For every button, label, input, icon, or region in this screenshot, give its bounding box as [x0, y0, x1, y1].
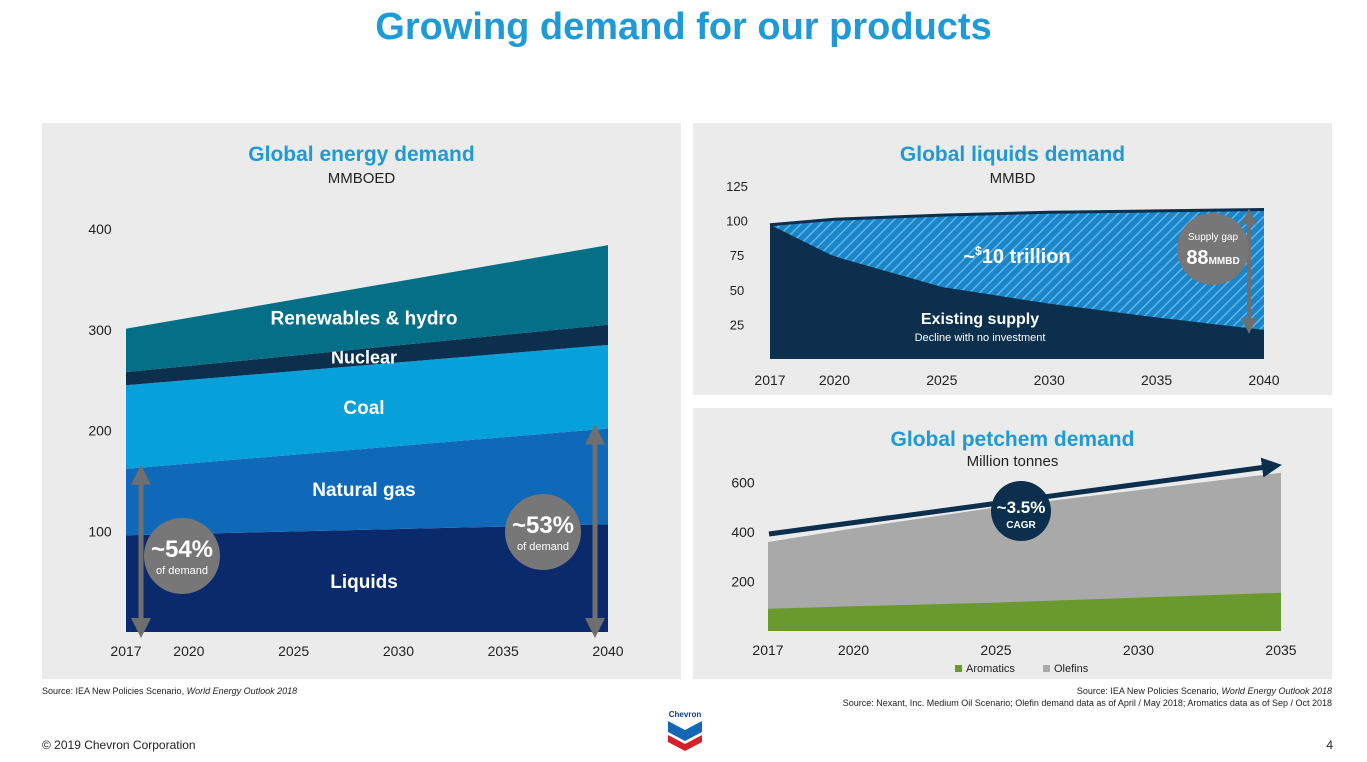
series-label: Coal: [343, 398, 384, 419]
y-tick-label: 400: [88, 221, 112, 237]
logo-text: Chevron: [669, 710, 702, 719]
x-tick-label: 2035: [1141, 372, 1172, 388]
y-tick-label: 100: [88, 523, 112, 539]
energy-demand-chart: Liquids Natural gas Coal Nuclear Renewables …: [88, 221, 623, 659]
series-label: Renewables & hydro: [271, 309, 458, 330]
x-tick-label: 2030: [383, 643, 414, 659]
x-tick-label: 2040: [592, 643, 623, 659]
legend-label: Aromatics: [966, 663, 1015, 675]
x-tick-label: 2035: [1265, 642, 1296, 658]
series-area-olefins: [768, 472, 1281, 631]
energy-chart-unit: MMBOED: [327, 170, 396, 187]
series-label: Nuclear: [331, 348, 397, 368]
cagr-label: CAGR: [1006, 520, 1036, 531]
series-label: Liquids: [330, 572, 398, 593]
y-tick-label: 200: [88, 423, 112, 439]
y-tick-label: 75: [730, 248, 744, 263]
petchem-chart-unit: Million tonnes: [966, 453, 1059, 470]
series-area-existing-supply: [770, 224, 1264, 359]
y-tick-label: 50: [730, 283, 744, 298]
series-area-nuclear: [126, 324, 608, 386]
source-right-1: Source: IEA New Policies Scenario, World…: [1076, 686, 1332, 696]
cagr-bubble: [991, 481, 1051, 541]
y-tick-label: 100: [726, 214, 748, 229]
demand-share-label: of demand: [517, 541, 569, 553]
x-tick-label: 2017: [110, 643, 141, 659]
petchem-demand-chart: 200 400 600 2017 2020 2025 2030 2035 ~3.5% CAGR Ar…: [731, 457, 1297, 675]
supply-gap-label: Supply gap: [1188, 232, 1238, 243]
x-tick-label: 2035: [488, 643, 519, 659]
energy-demand-panel: Global energy demand MMBOED Liquids Natur…: [42, 123, 681, 679]
demand-share-bubble: [505, 494, 581, 570]
series-area-natural-gas: [126, 428, 608, 536]
x-tick-label: 2020: [173, 643, 204, 659]
demand-share-bubble: [144, 518, 220, 594]
x-tick-label: 2025: [278, 643, 309, 659]
demand-share-label: of demand: [156, 565, 208, 577]
y-tick-label: 400: [731, 524, 755, 540]
legend-label: Olefins: [1054, 663, 1089, 675]
y-tick-label: 125: [726, 179, 748, 194]
series-label: Natural gas: [312, 480, 415, 501]
demand-share-value: ~54%: [151, 536, 213, 563]
x-tick-label: 2020: [819, 372, 850, 388]
x-tick-label: 2030: [1123, 642, 1154, 658]
series-area-renewables-hydro: [126, 245, 608, 373]
existing-supply-sublabel: Decline with no investment: [915, 332, 1046, 344]
series-line-demand: [769, 208, 1265, 227]
y-tick-label: 200: [731, 574, 755, 590]
liquids-demand-panel: Global liquids demand MMBD 25 50 75 100 125 2…: [693, 123, 1332, 395]
x-tick-label: 2020: [838, 642, 869, 658]
chevron-logo: Chevron: [668, 710, 702, 751]
x-tick-label: 2025: [980, 642, 1011, 658]
liquids-demand-chart: 25 50 75 100 125 2017 2020 2025 2030 2035 2040 ~$10…: [726, 179, 1280, 388]
existing-supply-label: Existing supply: [921, 311, 1039, 328]
page-title: Growing demand for our products: [375, 6, 992, 48]
legend-swatch: [1043, 665, 1050, 672]
source-right-2: Source: Nexant, Inc. Medium Oil Scenario…: [842, 698, 1332, 708]
x-tick-label: 2040: [1248, 372, 1279, 388]
petchem-demand-panel: Global petchem demand Million tonnes 200…: [693, 408, 1332, 679]
copyright: © 2019 Chevron Corporation: [42, 738, 196, 752]
source-left: Source: IEA New Policies Scenario, World…: [42, 686, 298, 696]
y-tick-label: 600: [731, 475, 755, 491]
x-tick-label: 2017: [752, 642, 783, 658]
cagr-value: ~3.5%: [997, 498, 1046, 517]
y-tick-label: 25: [730, 317, 744, 332]
liquids-chart-title: Global liquids demand: [899, 143, 1126, 166]
series-area-aromatics: [768, 592, 1281, 631]
gap-value-label: ~$10 trillion: [963, 244, 1070, 268]
series-area-liquids: [126, 524, 608, 632]
energy-chart-title: Global energy demand: [248, 143, 475, 166]
supply-gap-bubble: [1177, 213, 1249, 285]
liquids-chart-unit: MMBD: [989, 170, 1036, 187]
supply-gap-value: 88MMBD: [1186, 247, 1239, 269]
x-tick-label: 2030: [1034, 372, 1065, 388]
page-number: 4: [1326, 738, 1333, 752]
x-tick-label: 2025: [926, 372, 957, 388]
demand-share-value: ~53%: [512, 512, 574, 539]
x-tick-label: 2017: [754, 372, 785, 388]
legend-swatch: [955, 665, 962, 672]
y-tick-label: 300: [88, 322, 112, 338]
petchem-chart-title: Global petchem demand: [890, 428, 1135, 451]
series-area-coal: [126, 344, 608, 469]
